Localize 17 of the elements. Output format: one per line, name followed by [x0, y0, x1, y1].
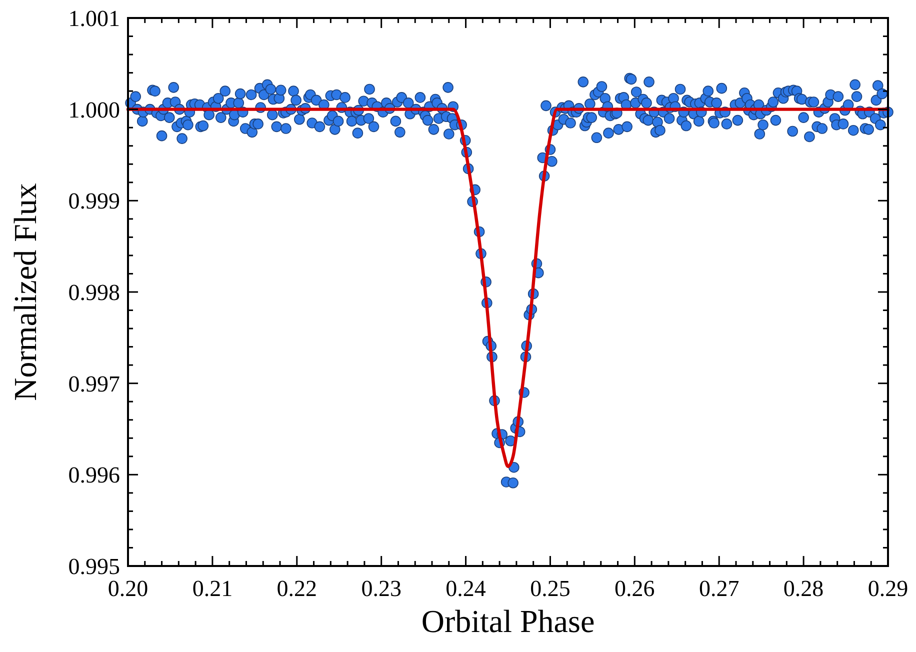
y-tick-label: 0.997: [68, 371, 120, 396]
x-tick-label: 0.28: [783, 576, 824, 601]
x-tick-label: 0.26: [614, 576, 655, 601]
y-tick-label: 1.001: [68, 6, 120, 32]
x-tick-label: 0.25: [530, 576, 570, 601]
y-tick-label: 0.999: [68, 188, 120, 214]
x-tick-label: 0.29: [868, 576, 908, 601]
x-tick-label: 0.21: [192, 576, 233, 601]
y-axis-title: Normalized Flux: [7, 183, 43, 401]
y-tick-label: 0.998: [68, 280, 120, 306]
y-tick-label: 1.000: [68, 97, 120, 122]
x-axis-title: Orbital Phase: [421, 603, 595, 639]
x-tick-label: 0.23: [361, 576, 402, 601]
x-tick-label: 0.22: [276, 576, 318, 601]
y-tick-label: 0.996: [68, 462, 120, 488]
x-tick-label: 0.24: [446, 576, 486, 601]
x-tick-label: 0.27: [698, 576, 740, 601]
